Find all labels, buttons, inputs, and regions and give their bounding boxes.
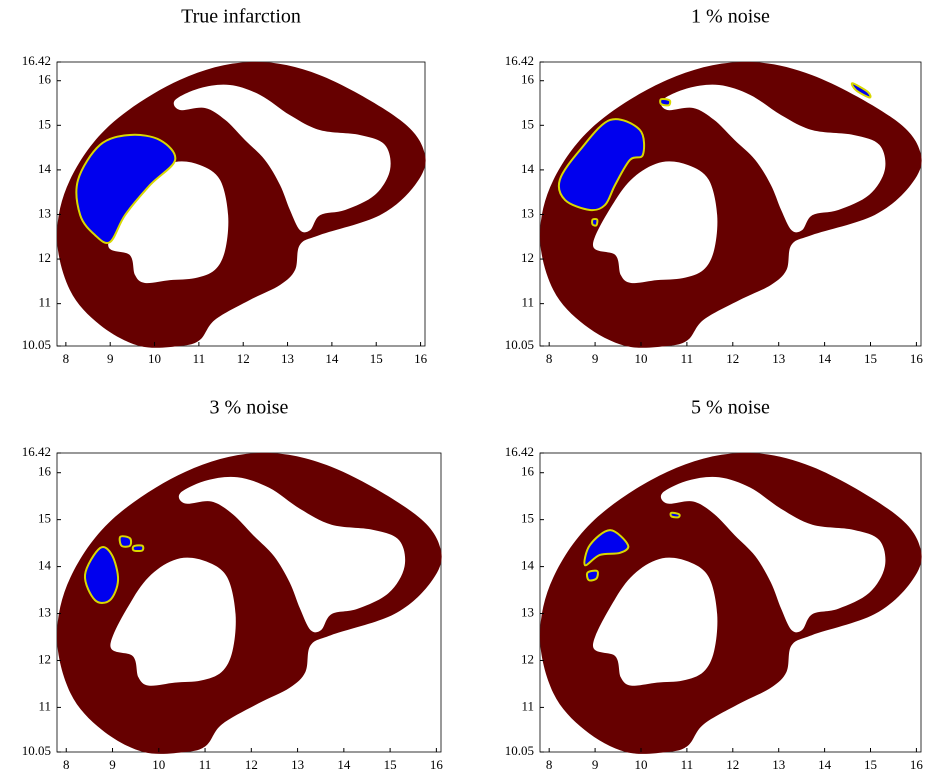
y-tick-label: 10.05 xyxy=(22,743,51,758)
x-tick-label: 8 xyxy=(546,351,553,366)
y-tick-label: 16 xyxy=(521,72,535,87)
y-tick-label: 15 xyxy=(38,511,51,526)
y-tick-label: 10.05 xyxy=(505,743,534,758)
y-tick-label: 16.42 xyxy=(22,53,51,68)
y-tick-label: 13 xyxy=(521,205,534,220)
x-tick-label: 10 xyxy=(148,351,161,366)
x-tick-label: 12 xyxy=(726,757,739,772)
x-tick-label: 8 xyxy=(546,757,553,772)
y-tick-label: 11 xyxy=(38,295,51,310)
x-tick-label: 14 xyxy=(325,351,339,366)
panel: 1 % noise 8 9 10 11 12 13 14 15 16 10.05 11 12 13 14 15… xyxy=(505,6,924,366)
x-tick-label: 14 xyxy=(337,757,351,772)
y-tick-label: 15 xyxy=(38,116,51,131)
y-tick-label: 16.42 xyxy=(505,444,534,459)
infarction-region xyxy=(587,571,598,581)
y-tick-label: 11 xyxy=(38,698,51,713)
y-tick-label: 16 xyxy=(38,464,52,479)
x-tick-label: 9 xyxy=(592,351,599,366)
x-tick-label: 12 xyxy=(237,351,250,366)
x-tick-label: 14 xyxy=(818,351,832,366)
x-tick-label: 11 xyxy=(199,757,212,772)
panel: 3 % noise 8 9 10 11 12 13 14 15 16 10.05 11 12 13 14 15… xyxy=(22,397,444,772)
y-tick-label: 16 xyxy=(521,464,535,479)
x-tick-label: 13 xyxy=(281,351,294,366)
y-tick-label: 10.05 xyxy=(22,337,51,352)
y-tick-label: 15 xyxy=(521,116,534,131)
y-tick-label: 13 xyxy=(38,605,51,620)
x-tick-label: 15 xyxy=(370,351,383,366)
myocardium xyxy=(57,453,442,754)
x-tick-label: 16 xyxy=(430,757,444,772)
infarction-region xyxy=(660,99,670,105)
x-tick-label: 12 xyxy=(245,757,258,772)
panel-title: True infarction xyxy=(181,6,301,28)
y-tick-label: 12 xyxy=(521,250,534,265)
y-tick-label: 10.05 xyxy=(505,337,534,352)
panel-title: 5 % noise xyxy=(691,397,770,419)
infarction-region xyxy=(133,545,144,551)
myocardium xyxy=(540,453,922,754)
x-tick-label: 9 xyxy=(109,757,116,772)
x-tick-label: 12 xyxy=(726,351,739,366)
x-tick-label: 10 xyxy=(634,351,647,366)
x-tick-label: 16 xyxy=(910,757,924,772)
x-tick-label: 11 xyxy=(681,351,694,366)
x-tick-label: 9 xyxy=(107,351,114,366)
y-tick-label: 11 xyxy=(521,295,534,310)
y-tick-label: 13 xyxy=(38,205,51,220)
y-tick-label: 11 xyxy=(521,698,534,713)
infarction-region xyxy=(671,513,680,518)
x-tick-label: 11 xyxy=(681,757,694,772)
x-tick-label: 15 xyxy=(864,757,877,772)
y-tick-label: 16 xyxy=(38,72,52,87)
x-tick-label: 11 xyxy=(193,351,206,366)
x-tick-label: 15 xyxy=(864,351,877,366)
infarction-region xyxy=(120,536,131,547)
y-tick-label: 15 xyxy=(521,511,534,526)
x-tick-label: 13 xyxy=(772,757,785,772)
y-tick-label: 12 xyxy=(521,651,534,666)
panel: True infarction 8 9 10 11 12 13 14 15 16 10.05 11 12… xyxy=(22,6,428,366)
x-tick-label: 8 xyxy=(63,351,70,366)
y-tick-label: 14 xyxy=(521,161,535,176)
x-tick-label: 13 xyxy=(772,351,785,366)
y-tick-label: 14 xyxy=(38,558,52,573)
x-tick-label: 10 xyxy=(152,757,165,772)
x-tick-label: 14 xyxy=(818,757,832,772)
x-tick-label: 16 xyxy=(414,351,428,366)
x-tick-label: 9 xyxy=(592,757,599,772)
y-tick-label: 14 xyxy=(38,161,52,176)
y-tick-label: 12 xyxy=(38,651,51,666)
x-tick-label: 16 xyxy=(910,351,924,366)
figure: True infarction 8 9 10 11 12 13 14 15 16 10.05 11 12… xyxy=(0,0,933,783)
y-tick-label: 14 xyxy=(521,558,535,573)
panel-title: 1 % noise xyxy=(691,6,770,28)
panel: 5 % noise 8 9 10 11 12 13 14 15 16 10.05 11 12 13 14 15… xyxy=(505,397,924,772)
x-tick-label: 10 xyxy=(634,757,647,772)
x-tick-label: 13 xyxy=(291,757,304,772)
panel-title: 3 % noise xyxy=(210,397,289,419)
y-tick-label: 16.42 xyxy=(505,53,534,68)
x-tick-label: 8 xyxy=(63,757,70,772)
x-tick-label: 15 xyxy=(384,757,397,772)
infarction-region xyxy=(592,219,597,226)
y-tick-label: 12 xyxy=(38,250,51,265)
y-tick-label: 16.42 xyxy=(22,444,51,459)
y-tick-label: 13 xyxy=(521,605,534,620)
